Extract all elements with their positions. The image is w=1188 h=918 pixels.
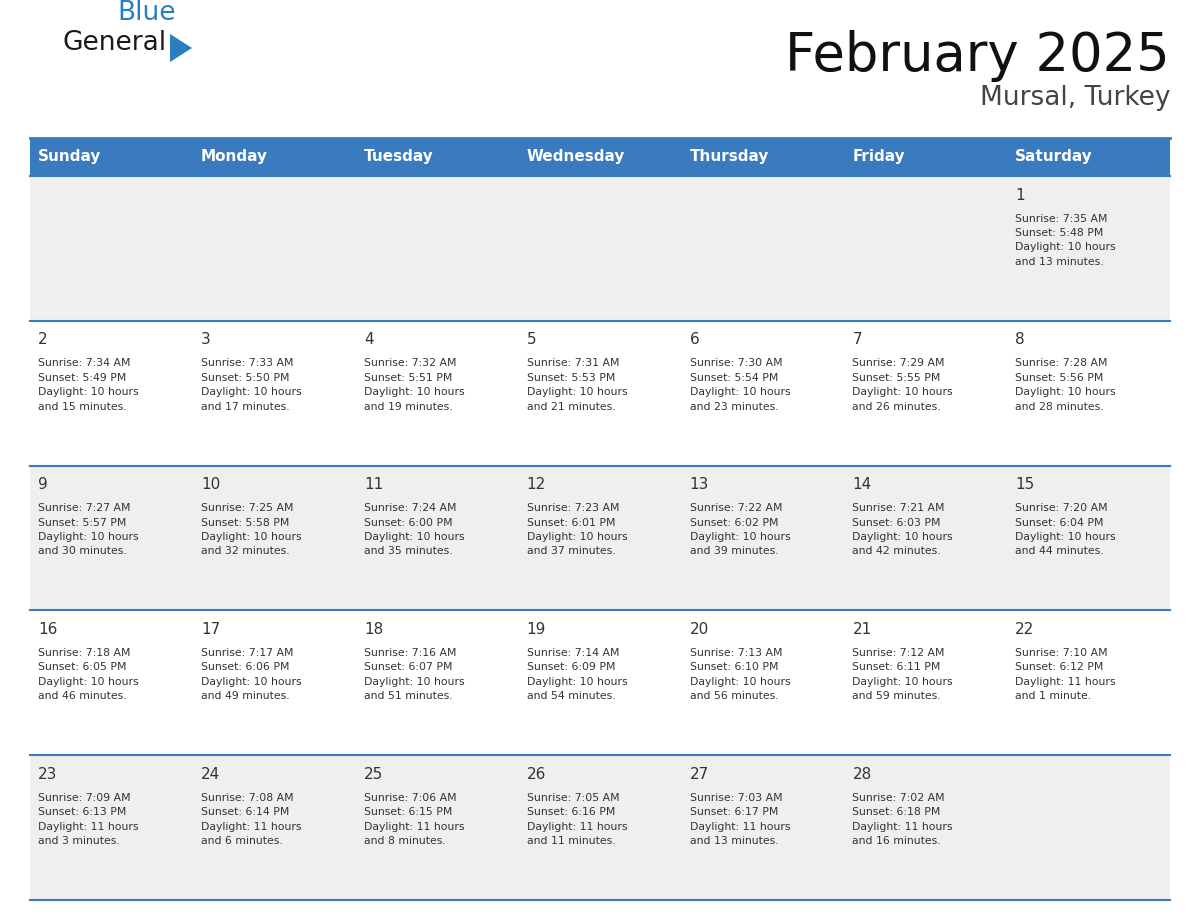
- Text: 28: 28: [853, 767, 872, 782]
- Text: 20: 20: [689, 622, 709, 637]
- Text: Blue: Blue: [116, 0, 176, 26]
- Bar: [30, 465, 1170, 610]
- Text: Thursday: Thursday: [689, 150, 769, 164]
- Bar: [682, 138, 845, 176]
- Text: Wednesday: Wednesday: [526, 150, 625, 164]
- Text: Sunrise: 7:33 AM
Sunset: 5:50 PM
Daylight: 10 hours
and 17 minutes.: Sunrise: 7:33 AM Sunset: 5:50 PM Dayligh…: [201, 358, 302, 411]
- Text: February 2025: February 2025: [785, 30, 1170, 82]
- Text: 13: 13: [689, 477, 709, 492]
- Bar: [30, 610, 1170, 756]
- Text: 9: 9: [38, 477, 48, 492]
- Text: Sunrise: 7:17 AM
Sunset: 6:06 PM
Daylight: 10 hours
and 49 minutes.: Sunrise: 7:17 AM Sunset: 6:06 PM Dayligh…: [201, 648, 302, 701]
- Text: Sunrise: 7:14 AM
Sunset: 6:09 PM
Daylight: 10 hours
and 54 minutes.: Sunrise: 7:14 AM Sunset: 6:09 PM Dayligh…: [526, 648, 627, 701]
- Text: 25: 25: [364, 767, 383, 782]
- Text: Sunrise: 7:05 AM
Sunset: 6:16 PM
Daylight: 11 hours
and 11 minutes.: Sunrise: 7:05 AM Sunset: 6:16 PM Dayligh…: [526, 793, 627, 846]
- Text: 22: 22: [1016, 622, 1035, 637]
- Text: General: General: [62, 30, 166, 56]
- Text: Sunrise: 7:25 AM
Sunset: 5:58 PM
Daylight: 10 hours
and 32 minutes.: Sunrise: 7:25 AM Sunset: 5:58 PM Dayligh…: [201, 503, 302, 556]
- Text: 5: 5: [526, 332, 536, 347]
- Bar: [30, 756, 1170, 900]
- Text: 18: 18: [364, 622, 383, 637]
- Text: 23: 23: [38, 767, 57, 782]
- Text: 24: 24: [201, 767, 220, 782]
- Text: 3: 3: [201, 332, 210, 347]
- Text: Friday: Friday: [853, 150, 905, 164]
- Text: 4: 4: [364, 332, 373, 347]
- Text: Sunday: Sunday: [38, 150, 101, 164]
- Text: 16: 16: [38, 622, 57, 637]
- Text: Sunrise: 7:30 AM
Sunset: 5:54 PM
Daylight: 10 hours
and 23 minutes.: Sunrise: 7:30 AM Sunset: 5:54 PM Dayligh…: [689, 358, 790, 411]
- Text: 1: 1: [1016, 187, 1025, 203]
- Bar: [30, 138, 192, 176]
- Text: 27: 27: [689, 767, 709, 782]
- Text: Sunrise: 7:13 AM
Sunset: 6:10 PM
Daylight: 10 hours
and 56 minutes.: Sunrise: 7:13 AM Sunset: 6:10 PM Dayligh…: [689, 648, 790, 701]
- Text: Sunrise: 7:35 AM
Sunset: 5:48 PM
Daylight: 10 hours
and 13 minutes.: Sunrise: 7:35 AM Sunset: 5:48 PM Dayligh…: [1016, 214, 1116, 267]
- Text: 14: 14: [853, 477, 872, 492]
- Text: Sunrise: 7:06 AM
Sunset: 6:15 PM
Daylight: 11 hours
and 8 minutes.: Sunrise: 7:06 AM Sunset: 6:15 PM Dayligh…: [364, 793, 465, 846]
- Text: Sunrise: 7:22 AM
Sunset: 6:02 PM
Daylight: 10 hours
and 39 minutes.: Sunrise: 7:22 AM Sunset: 6:02 PM Dayligh…: [689, 503, 790, 556]
- Text: 21: 21: [853, 622, 872, 637]
- Text: Sunrise: 7:02 AM
Sunset: 6:18 PM
Daylight: 11 hours
and 16 minutes.: Sunrise: 7:02 AM Sunset: 6:18 PM Dayligh…: [853, 793, 953, 846]
- Bar: [192, 138, 355, 176]
- Text: Sunrise: 7:12 AM
Sunset: 6:11 PM
Daylight: 10 hours
and 59 minutes.: Sunrise: 7:12 AM Sunset: 6:11 PM Dayligh…: [853, 648, 953, 701]
- Text: 11: 11: [364, 477, 383, 492]
- Bar: [1007, 138, 1170, 176]
- Text: Sunrise: 7:27 AM
Sunset: 5:57 PM
Daylight: 10 hours
and 30 minutes.: Sunrise: 7:27 AM Sunset: 5:57 PM Dayligh…: [38, 503, 139, 556]
- Text: Sunrise: 7:28 AM
Sunset: 5:56 PM
Daylight: 10 hours
and 28 minutes.: Sunrise: 7:28 AM Sunset: 5:56 PM Dayligh…: [1016, 358, 1116, 411]
- Text: 26: 26: [526, 767, 546, 782]
- Text: Sunrise: 7:09 AM
Sunset: 6:13 PM
Daylight: 11 hours
and 3 minutes.: Sunrise: 7:09 AM Sunset: 6:13 PM Dayligh…: [38, 793, 139, 846]
- Polygon shape: [170, 34, 192, 62]
- Bar: [30, 176, 1170, 320]
- Text: 7: 7: [853, 332, 862, 347]
- Bar: [30, 320, 1170, 465]
- Text: Sunrise: 7:34 AM
Sunset: 5:49 PM
Daylight: 10 hours
and 15 minutes.: Sunrise: 7:34 AM Sunset: 5:49 PM Dayligh…: [38, 358, 139, 411]
- Text: Sunrise: 7:10 AM
Sunset: 6:12 PM
Daylight: 11 hours
and 1 minute.: Sunrise: 7:10 AM Sunset: 6:12 PM Dayligh…: [1016, 648, 1116, 701]
- Text: Sunrise: 7:03 AM
Sunset: 6:17 PM
Daylight: 11 hours
and 13 minutes.: Sunrise: 7:03 AM Sunset: 6:17 PM Dayligh…: [689, 793, 790, 846]
- Text: 8: 8: [1016, 332, 1025, 347]
- Text: Saturday: Saturday: [1016, 150, 1093, 164]
- Text: 2: 2: [38, 332, 48, 347]
- Text: Sunrise: 7:24 AM
Sunset: 6:00 PM
Daylight: 10 hours
and 35 minutes.: Sunrise: 7:24 AM Sunset: 6:00 PM Dayligh…: [364, 503, 465, 556]
- Text: Sunrise: 7:08 AM
Sunset: 6:14 PM
Daylight: 11 hours
and 6 minutes.: Sunrise: 7:08 AM Sunset: 6:14 PM Dayligh…: [201, 793, 302, 846]
- Text: Monday: Monday: [201, 150, 268, 164]
- Text: Sunrise: 7:20 AM
Sunset: 6:04 PM
Daylight: 10 hours
and 44 minutes.: Sunrise: 7:20 AM Sunset: 6:04 PM Dayligh…: [1016, 503, 1116, 556]
- Text: Sunrise: 7:31 AM
Sunset: 5:53 PM
Daylight: 10 hours
and 21 minutes.: Sunrise: 7:31 AM Sunset: 5:53 PM Dayligh…: [526, 358, 627, 411]
- Text: Sunrise: 7:16 AM
Sunset: 6:07 PM
Daylight: 10 hours
and 51 minutes.: Sunrise: 7:16 AM Sunset: 6:07 PM Dayligh…: [364, 648, 465, 701]
- Text: Sunrise: 7:18 AM
Sunset: 6:05 PM
Daylight: 10 hours
and 46 minutes.: Sunrise: 7:18 AM Sunset: 6:05 PM Dayligh…: [38, 648, 139, 701]
- Bar: [845, 138, 1007, 176]
- Text: 10: 10: [201, 477, 220, 492]
- Text: 6: 6: [689, 332, 700, 347]
- Bar: [355, 138, 519, 176]
- Text: 12: 12: [526, 477, 546, 492]
- Bar: [519, 138, 682, 176]
- Text: Mursal, Turkey: Mursal, Turkey: [979, 85, 1170, 111]
- Text: Tuesday: Tuesday: [364, 150, 434, 164]
- Text: Sunrise: 7:32 AM
Sunset: 5:51 PM
Daylight: 10 hours
and 19 minutes.: Sunrise: 7:32 AM Sunset: 5:51 PM Dayligh…: [364, 358, 465, 411]
- Text: 17: 17: [201, 622, 220, 637]
- Text: 19: 19: [526, 622, 546, 637]
- Text: 15: 15: [1016, 477, 1035, 492]
- Text: Sunrise: 7:21 AM
Sunset: 6:03 PM
Daylight: 10 hours
and 42 minutes.: Sunrise: 7:21 AM Sunset: 6:03 PM Dayligh…: [853, 503, 953, 556]
- Text: Sunrise: 7:29 AM
Sunset: 5:55 PM
Daylight: 10 hours
and 26 minutes.: Sunrise: 7:29 AM Sunset: 5:55 PM Dayligh…: [853, 358, 953, 411]
- Text: Sunrise: 7:23 AM
Sunset: 6:01 PM
Daylight: 10 hours
and 37 minutes.: Sunrise: 7:23 AM Sunset: 6:01 PM Dayligh…: [526, 503, 627, 556]
